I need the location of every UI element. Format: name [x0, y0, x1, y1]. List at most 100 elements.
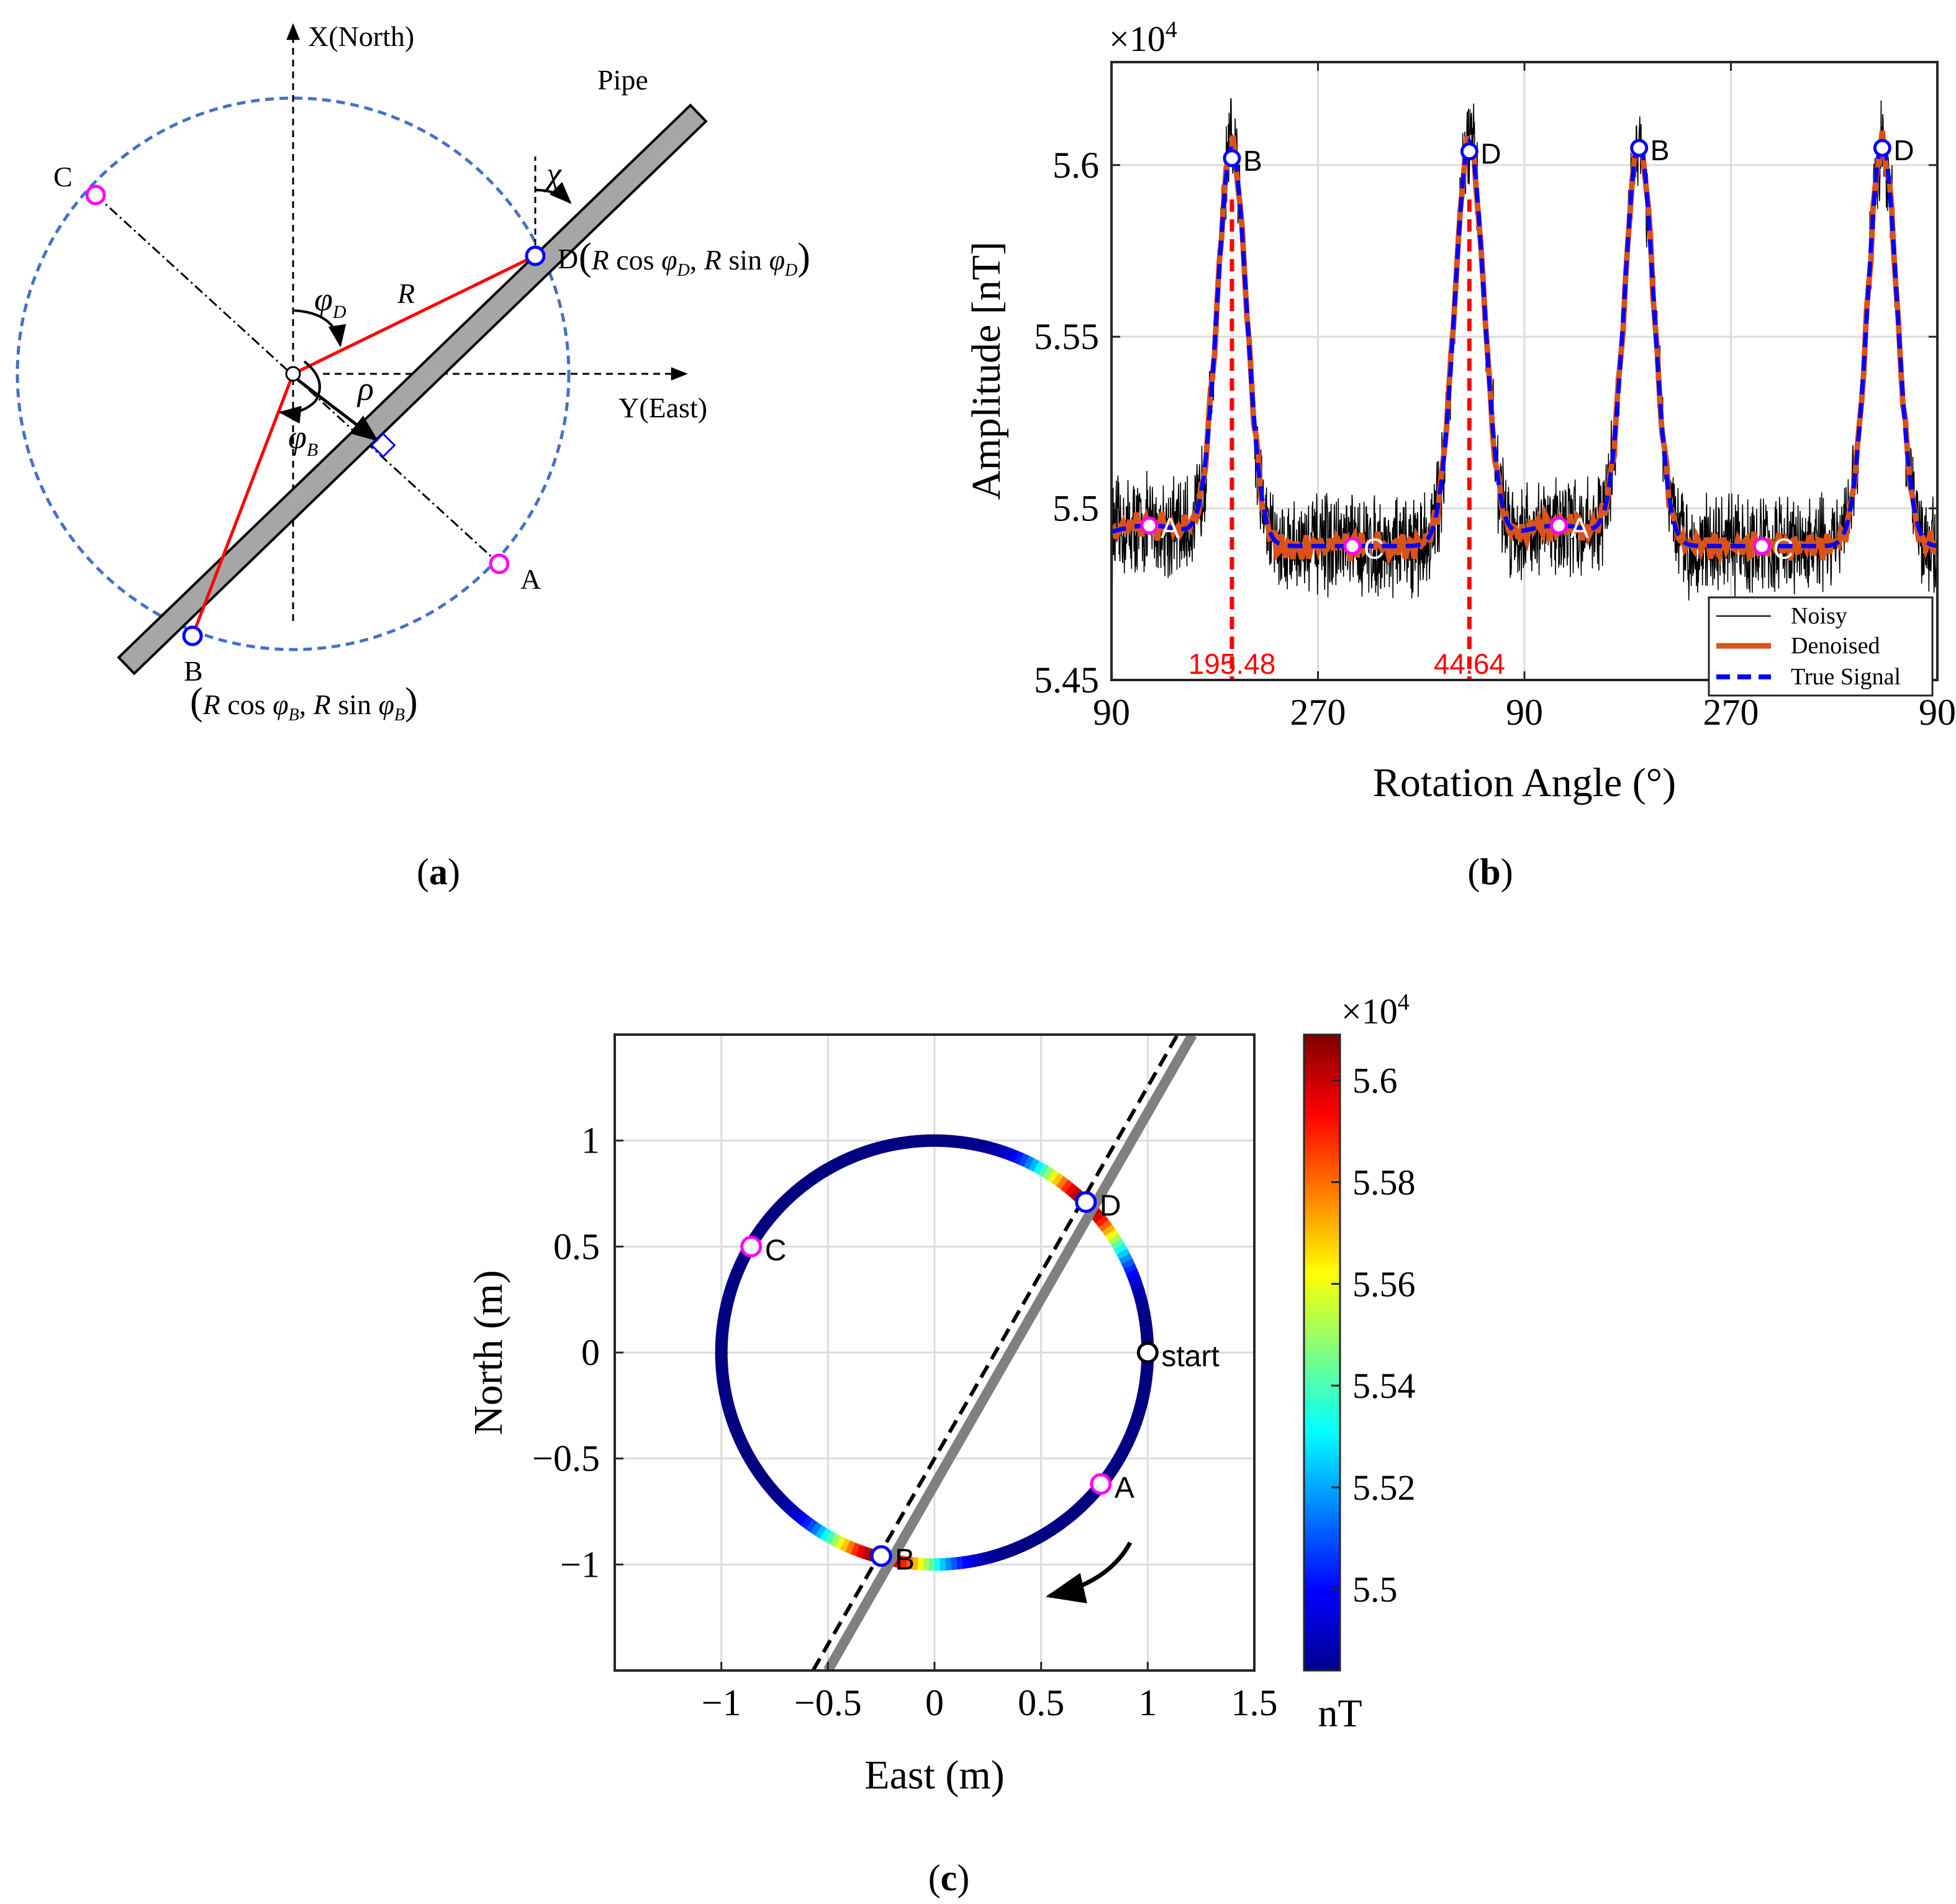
b-marker-label: C	[1364, 532, 1384, 564]
b-marker-d	[1460, 142, 1478, 161]
phi-b-label: φB	[288, 419, 318, 460]
point-c-label: C	[53, 161, 73, 193]
rotation-circle	[16, 96, 571, 651]
c-ytick-label: −1	[560, 1544, 600, 1585]
b-marker-b	[1630, 138, 1649, 157]
chart-b-multiplier: ×104	[1109, 17, 1177, 59]
point-a-marker	[489, 553, 510, 574]
c-marker-label: B	[895, 1544, 915, 1577]
c-ytick-label: 0	[581, 1332, 600, 1373]
chart-b-ticks: 90 270 90 270 905.455.55.555.6	[1034, 62, 1956, 733]
panel-a-caption: (a)	[417, 851, 460, 892]
c-xtick-label: 0	[925, 1682, 944, 1723]
c-ytick-label: −0.5	[532, 1438, 600, 1479]
b-peak-angle-label: 44.64	[1434, 648, 1505, 680]
phi-d-label: φD	[314, 281, 346, 322]
b-xtick-label: 90	[1919, 692, 1956, 733]
b-marker-label: A	[1570, 512, 1589, 544]
point-c-marker	[85, 184, 106, 206]
b-ytick-label: 5.45	[1034, 660, 1099, 700]
rho-label: ρ	[356, 370, 374, 407]
c-marker-d	[1075, 1191, 1097, 1213]
chart-c-xlabel: East (m)	[864, 1752, 1004, 1798]
east-axis-label: Y(East)	[618, 392, 707, 424]
c-ytick-label: 0.5	[553, 1226, 600, 1267]
c-marker-start	[1136, 1341, 1159, 1364]
chart-b-ylabel: Amplitude [nT]	[964, 242, 1009, 500]
colorbar-tick-label: 5.54	[1352, 1366, 1416, 1406]
radius-label: R	[397, 278, 415, 309]
b-peak-angle-label: 195.48	[1189, 648, 1276, 680]
chart-b-markers: 195.48 44.64 A B C D A B C D	[1140, 134, 1914, 680]
c-marker-label: start	[1161, 1340, 1219, 1373]
c-xtick-label: 1	[1138, 1682, 1157, 1723]
b-ytick-label: 5.55	[1034, 316, 1099, 357]
north-axis-label: X(North)	[308, 20, 414, 52]
coord-d-label: (R cos φD, R sin φD)	[579, 236, 810, 280]
c-ytick-label: 1	[581, 1120, 600, 1161]
panel-b-chart: 90 270 90 270 905.455.55.555.6 195.48 44.64AB…	[964, 17, 1956, 892]
c-true-pipe-line	[811, 1035, 1180, 1671]
b-marker-c	[1752, 537, 1771, 555]
rotation-direction-arrow	[1045, 1541, 1133, 1603]
c-estimated-pipe-line	[823, 1035, 1197, 1671]
coord-b-label: (R cos φB, R sin φB)	[190, 681, 418, 725]
b-xtick-label: 90	[1093, 692, 1130, 733]
legend-true-label: True Signal	[1791, 664, 1901, 690]
b-marker-label: D	[1893, 134, 1914, 166]
chart-b-legend: Noisy Denoised True Signal	[1708, 596, 1934, 697]
c-marker-a	[1090, 1473, 1112, 1495]
c-xtick-label: −1	[702, 1682, 741, 1723]
pipe	[117, 103, 708, 676]
b-marker-label: A	[1161, 512, 1180, 544]
c-marker-b	[870, 1545, 892, 1567]
series-true-signal	[1112, 135, 1937, 548]
c-marker-label: A	[1115, 1472, 1134, 1505]
chart-c-ylabel: North (m)	[466, 1270, 511, 1435]
legend-denoised-label: Denoised	[1791, 633, 1880, 659]
radius-to-b	[191, 373, 295, 637]
b-marker-b	[1223, 149, 1241, 168]
colorbar-unit: nT	[1318, 1691, 1362, 1735]
b-ytick-label: 5.5	[1053, 488, 1099, 529]
point-b-label: B	[184, 655, 203, 687]
pipe-label: Pipe	[597, 64, 648, 96]
b-marker-d	[1873, 138, 1891, 157]
colorbar-tick-label: 5.58	[1352, 1163, 1416, 1203]
b-marker-label: B	[1243, 145, 1262, 177]
b-xtick-label: 90	[1506, 692, 1543, 733]
colorbar-tick-label: 5.6	[1352, 1061, 1398, 1101]
panel-a-diagram: X(North) Y(East) Pipe C A B D R χ ρ φD φ…	[16, 20, 810, 892]
c-marker-c	[740, 1235, 763, 1258]
colorbar	[1303, 1033, 1341, 1672]
point-d-label: D	[558, 243, 578, 274]
radius-to-d	[292, 254, 537, 376]
chart-b-xlabel: Rotation Angle (°)	[1373, 760, 1676, 805]
point-b-marker	[182, 625, 203, 646]
legend-noisy-label: Noisy	[1791, 603, 1847, 629]
c-xtick-label: 0.5	[1018, 1682, 1064, 1723]
colorbar-multiplier: ×104	[1341, 989, 1410, 1031]
rho-arrow	[297, 379, 379, 442]
origin-marker	[285, 366, 301, 382]
panel-c-caption: (c)	[928, 1857, 970, 1898]
right-angle-marker	[370, 432, 396, 458]
c-marker-label: D	[1100, 1190, 1121, 1223]
colorbar-tick-label: 5.56	[1352, 1264, 1416, 1304]
b-marker-c	[1343, 537, 1362, 555]
b-xtick-label: 270	[1290, 692, 1346, 733]
b-marker-label: D	[1480, 138, 1501, 170]
b-marker-label: C	[1773, 532, 1793, 564]
colorbar-tick-label: 5.52	[1352, 1467, 1416, 1508]
chi-label: χ	[543, 155, 562, 193]
phi-d-arc	[294, 309, 346, 348]
point-a-label: A	[520, 563, 541, 595]
c-xtick-label: −0.5	[794, 1682, 862, 1723]
c-marker-label: C	[765, 1234, 787, 1267]
panel-b-caption: (b)	[1467, 851, 1513, 892]
c-xtick-label: 1.5	[1231, 1682, 1278, 1723]
chart-c-ticks: −1 −0.5 0 0.5 1 1.5 −1 −0.5 0 0.5 1	[532, 1120, 1277, 1723]
